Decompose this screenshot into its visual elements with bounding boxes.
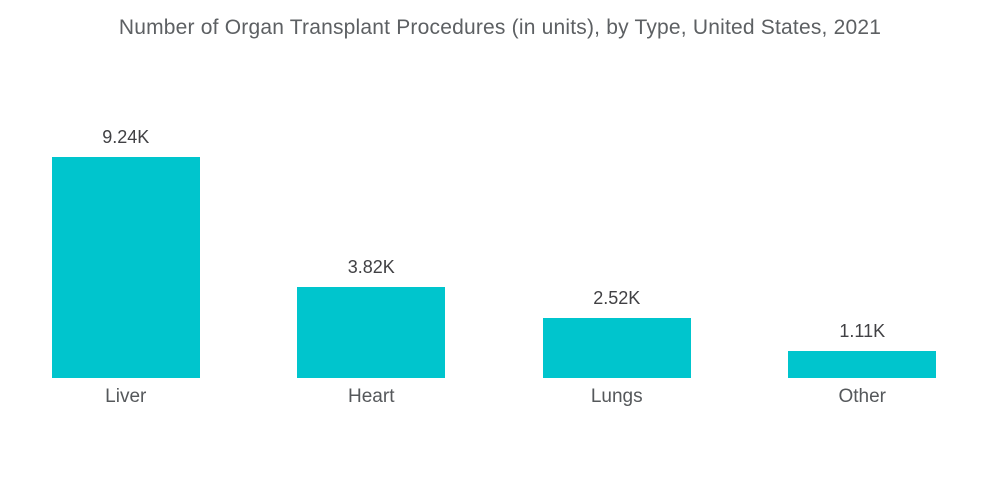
chart-title: Number of Organ Transplant Procedures (i… bbox=[118, 16, 882, 39]
bar-value-label: 3.82K bbox=[347, 257, 395, 277]
plot-area: 9.24K 3.82K 2.52K 1.11K bbox=[3, 0, 985, 378]
category-label: Heart bbox=[348, 386, 395, 407]
bar-column: 1.11K bbox=[740, 0, 986, 378]
bar bbox=[51, 157, 200, 378]
bar-value-label: 2.52K bbox=[593, 288, 641, 308]
category-label: Lungs bbox=[590, 386, 643, 407]
category-label: Liver bbox=[105, 386, 147, 407]
bar bbox=[542, 318, 691, 378]
category-label: Other bbox=[838, 386, 887, 407]
bar bbox=[788, 351, 937, 378]
bar-value-label: 1.11K bbox=[839, 321, 886, 341]
category-axis: Liver Heart Lungs Other bbox=[3, 386, 985, 408]
bar-column: 2.52K bbox=[494, 0, 740, 378]
bar-value-label: 9.24K bbox=[102, 127, 150, 147]
bar-column: 3.82K bbox=[249, 0, 495, 378]
bar bbox=[297, 287, 446, 378]
bar-column: 9.24K bbox=[3, 0, 249, 378]
